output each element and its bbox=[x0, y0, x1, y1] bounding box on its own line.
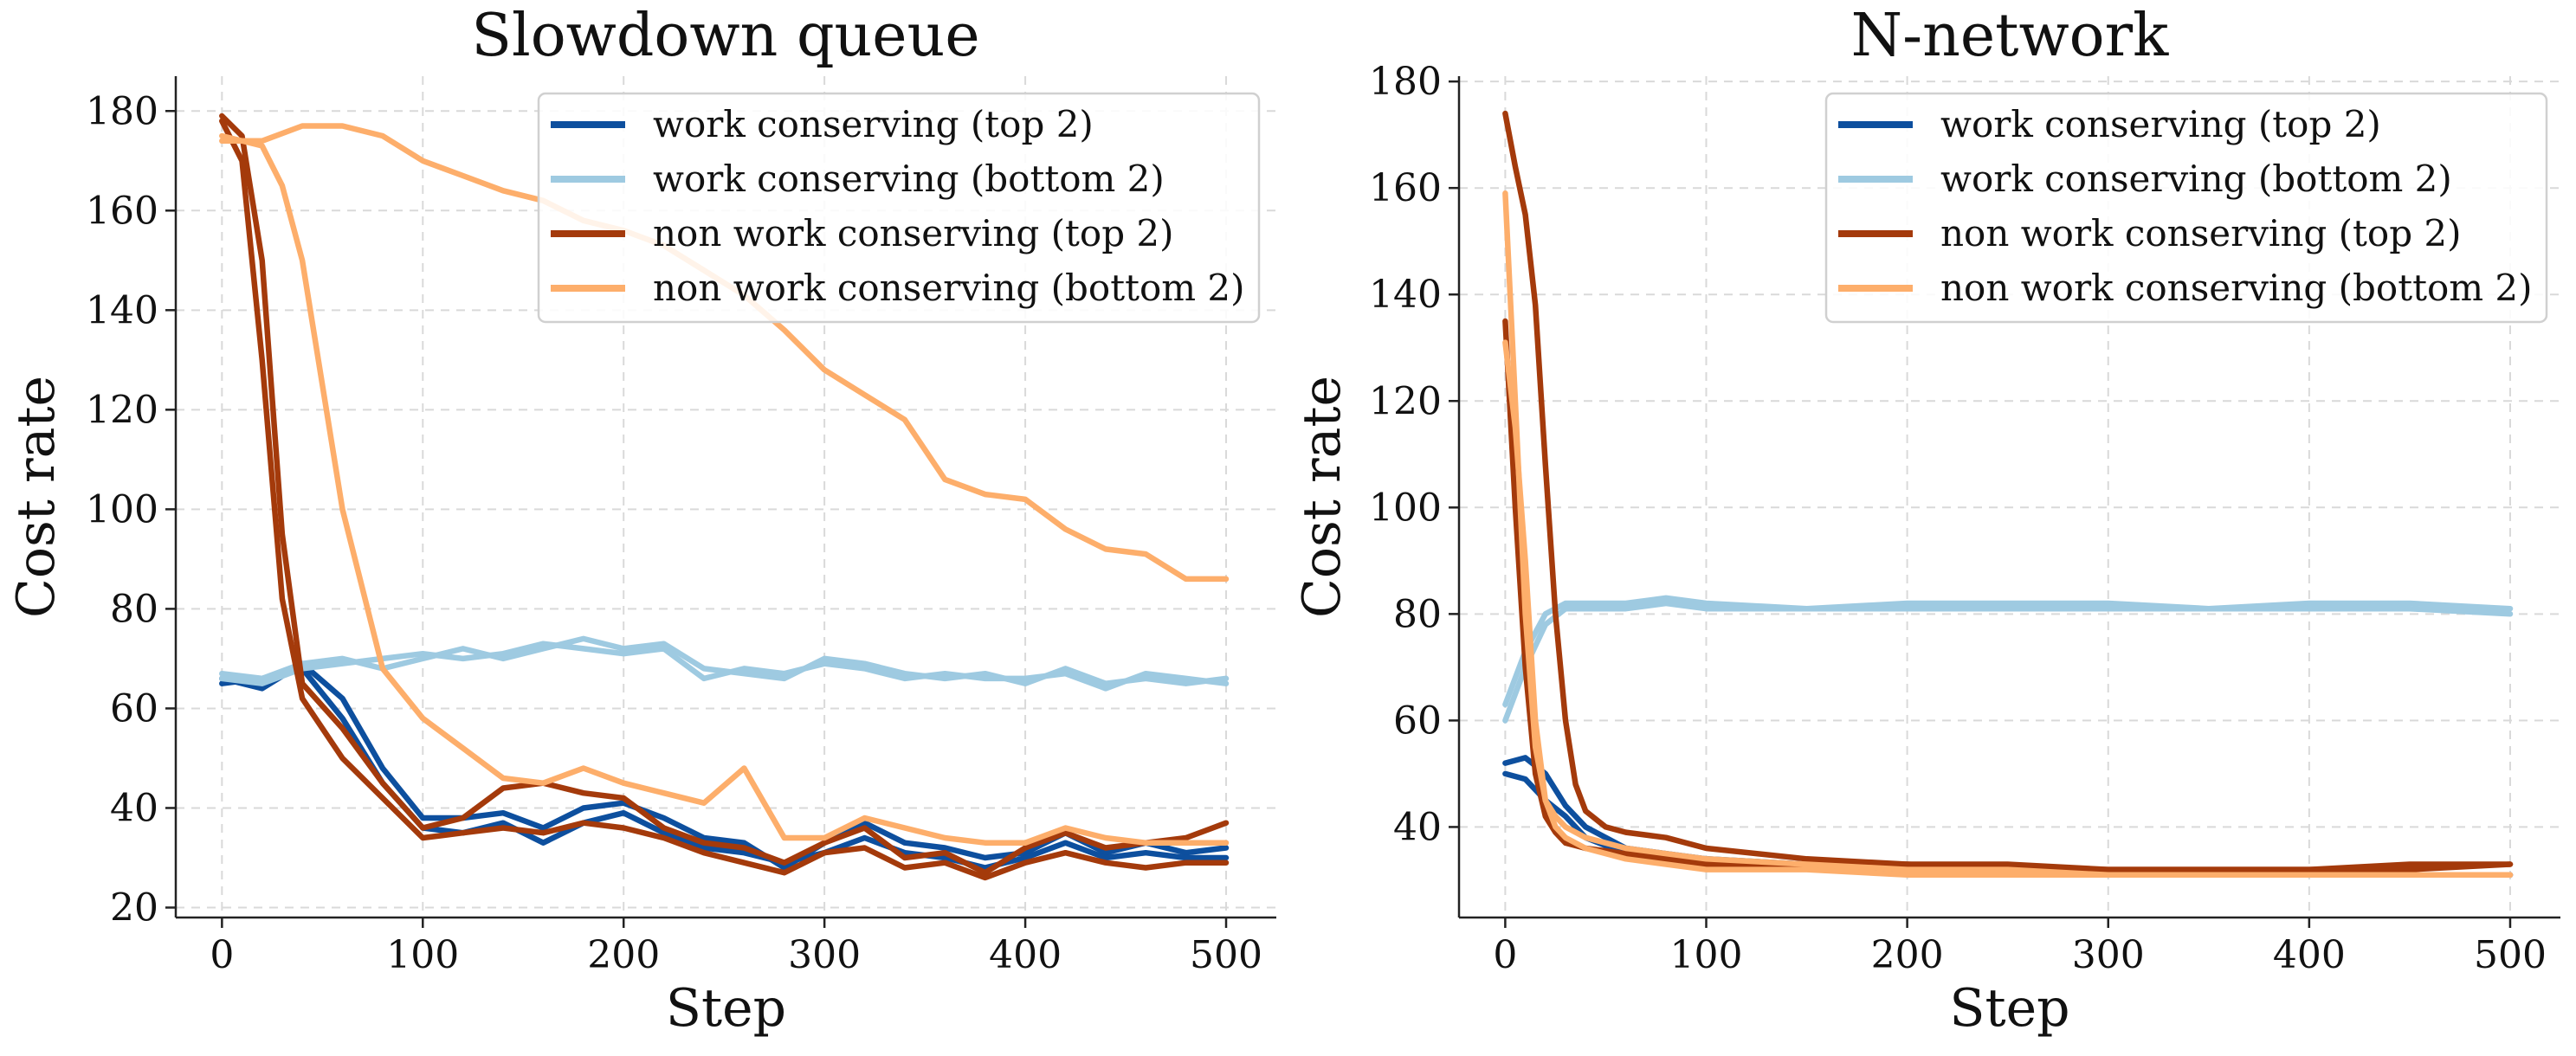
series-line-non-work-conserving-bottom-2 bbox=[219, 132, 1230, 846]
y-tick-label: 160 bbox=[1369, 166, 1442, 210]
legend-frame bbox=[537, 92, 1261, 324]
chart-title: N-network bbox=[1851, 2, 2169, 70]
series-line-non-work-conserving-top-2 bbox=[1502, 318, 2514, 872]
y-tick-label: 100 bbox=[86, 487, 158, 531]
x-axis-title: Step bbox=[1949, 978, 2069, 1039]
legend-label: non work conserving (bottom 2) bbox=[1940, 267, 2533, 309]
series-line-non-work-conserving-top-2 bbox=[219, 118, 1230, 881]
chart-slowdown-queue: 0 100 200 300 400 500 20 40 60 80 100 120 140 160 180 S… bbox=[6, 2, 1276, 1039]
y-tick-label: 140 bbox=[1369, 273, 1442, 317]
legend-label: work conserving (bottom 2) bbox=[653, 158, 1165, 200]
y-tick-label: 20 bbox=[110, 885, 158, 930]
x-tick-label: 200 bbox=[1871, 933, 1944, 977]
legend-label: non work conserving (bottom 2) bbox=[653, 267, 1245, 309]
series-group bbox=[1502, 110, 2514, 879]
x-tick-label: 200 bbox=[587, 933, 660, 977]
x-tick-label: 300 bbox=[2072, 933, 2145, 977]
x-tick-label: 400 bbox=[989, 933, 1062, 977]
y-tick-label: 100 bbox=[1369, 486, 1442, 530]
y-tick-label: 140 bbox=[86, 288, 158, 332]
x-tick-label: 0 bbox=[210, 933, 234, 977]
x-tick-label: 400 bbox=[2273, 933, 2346, 977]
series-line-non-work-conserving-top-2 bbox=[219, 113, 1230, 876]
x-tick-label: 100 bbox=[386, 933, 459, 977]
y-tick-label: 160 bbox=[86, 189, 158, 233]
series-line-work-conserving-bottom-2 bbox=[219, 641, 1230, 692]
chart-title: Slowdown queue bbox=[471, 2, 979, 70]
y-axis-title: Cost rate bbox=[6, 376, 67, 618]
legend-label: non work conserving (top 2) bbox=[1940, 212, 2462, 254]
legend: work conserving (top 2) work conserving (… bbox=[537, 92, 1261, 324]
x-tick-label: 0 bbox=[1493, 933, 1517, 977]
y-tick-label: 40 bbox=[1393, 805, 1442, 849]
y-tick-label: 180 bbox=[1369, 60, 1442, 104]
y-tick-label: 60 bbox=[110, 686, 158, 731]
legend-label: non work conserving (top 2) bbox=[653, 212, 1174, 254]
y-tick-label: 60 bbox=[1393, 699, 1442, 743]
x-tick-label: 300 bbox=[788, 933, 861, 977]
x-tick-label: 500 bbox=[2474, 933, 2547, 977]
y-axis-title: Cost rate bbox=[1292, 376, 1353, 618]
legend-frame bbox=[1824, 92, 2548, 324]
x-axis-title: Step bbox=[666, 978, 786, 1039]
y-tick-label: 120 bbox=[1369, 379, 1442, 423]
x-tick-label: 500 bbox=[1190, 933, 1262, 977]
legend-label: work conserving (top 2) bbox=[653, 103, 1094, 145]
legend-label: work conserving (bottom 2) bbox=[1940, 158, 2452, 200]
series-line-work-conserving-bottom-2 bbox=[1502, 600, 2514, 724]
y-tick-label: 80 bbox=[110, 587, 158, 631]
y-tick-label: 40 bbox=[110, 786, 158, 830]
chart-n-network: 0 100 200 300 400 500 40 60 80 100 120 140 160 180 N-n… bbox=[1292, 2, 2560, 1039]
legend-label: work conserving (top 2) bbox=[1940, 103, 2381, 145]
y-tick-label: 180 bbox=[86, 89, 158, 133]
y-tick-label: 80 bbox=[1393, 592, 1442, 636]
x-tick-label: 100 bbox=[1670, 933, 1743, 977]
y-tick-label: 120 bbox=[86, 388, 158, 432]
series-line-non-work-conserving-bottom-2 bbox=[1502, 339, 2514, 879]
legend: work conserving (top 2) work conserving (… bbox=[1824, 92, 2548, 324]
